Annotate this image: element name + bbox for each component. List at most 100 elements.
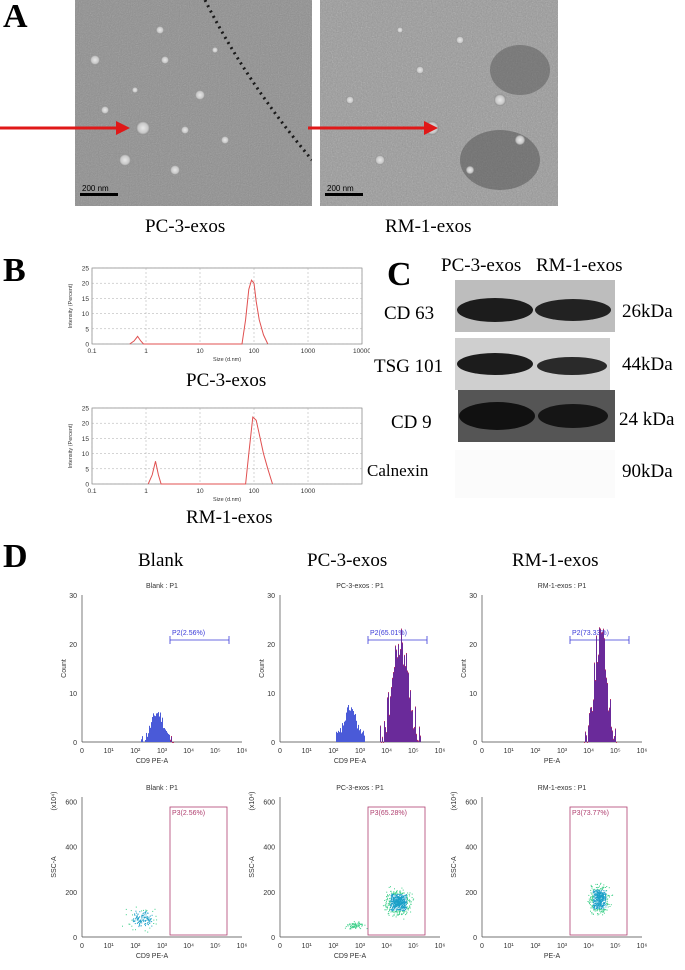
histogram-outline <box>595 680 596 682</box>
histogram-outline <box>416 733 417 735</box>
scatter-point <box>598 895 600 896</box>
histogram-bar <box>386 732 387 742</box>
y-axis-unit: (x10⁴) <box>451 792 458 811</box>
scatter-point <box>601 909 603 911</box>
scatter-point <box>393 902 395 904</box>
scatter-point <box>604 894 606 896</box>
scatter-point <box>602 897 604 899</box>
gate-box <box>367 806 426 936</box>
scatter-point <box>591 899 593 900</box>
scatter-point <box>599 899 601 901</box>
scatter-point <box>389 909 391 911</box>
scatter-point <box>384 904 386 906</box>
histogram-bar <box>406 652 407 742</box>
scatter-point <box>590 884 592 886</box>
scatter-point <box>605 895 606 897</box>
scatter-point <box>596 895 598 897</box>
scatter-point <box>137 913 139 915</box>
histogram-bar <box>354 714 355 742</box>
scatter-point <box>146 916 148 918</box>
scatter-point <box>596 894 598 896</box>
histogram-outline <box>387 697 388 699</box>
scatter-point <box>602 888 604 890</box>
scatter-point <box>603 886 605 888</box>
scatter-point <box>397 914 399 916</box>
scatter-point <box>593 891 595 893</box>
scatter-point <box>145 916 147 918</box>
scatter-point <box>603 898 604 900</box>
scatter-point <box>387 898 389 900</box>
scatter-point <box>600 883 601 885</box>
histogram-outline <box>588 725 589 727</box>
scatter-point <box>404 896 406 898</box>
scatter-point <box>597 897 599 899</box>
scatter-point <box>601 896 602 898</box>
wb-weight-cd63: 26kDa <box>622 301 673 322</box>
scatter-point <box>394 888 395 890</box>
scatter-point <box>588 894 590 896</box>
histogram-bar <box>614 736 615 742</box>
scatter-point <box>392 895 394 896</box>
scatter-point <box>398 906 400 908</box>
scatter-point <box>398 913 400 915</box>
scatter-point <box>404 901 405 903</box>
histogram-bar <box>601 632 602 742</box>
scatter-point <box>595 899 597 901</box>
scatter-point <box>597 886 599 888</box>
y-tick-label: 15 <box>82 436 90 443</box>
histogram-bar <box>590 707 591 742</box>
scatter-point <box>394 893 395 895</box>
scatter-point <box>353 923 355 925</box>
wb-protein-calnexin: Calnexin <box>367 461 429 480</box>
histogram-bar <box>342 723 343 742</box>
scatter-point <box>601 896 603 898</box>
scatter-point <box>393 906 395 908</box>
scatter-point <box>412 899 414 901</box>
scatter-point <box>402 906 404 908</box>
x-tick-label: 1000 <box>301 488 316 495</box>
scatter-point <box>393 906 395 908</box>
histogram-bar <box>606 677 607 742</box>
scatter-point <box>600 901 602 903</box>
scatter-point <box>403 903 405 905</box>
scatter-point <box>139 922 141 924</box>
scatter-point <box>395 901 397 903</box>
scatter-point <box>137 918 139 920</box>
scatter-point <box>389 907 391 909</box>
scatter-point <box>590 897 592 899</box>
scatter-point <box>391 910 393 912</box>
y-tick-label: 0 <box>473 935 477 942</box>
histogram-outline <box>420 735 421 737</box>
scatter-point <box>591 905 593 907</box>
scatter-point <box>593 894 595 896</box>
x-tick-label: 10⁴ <box>183 943 194 950</box>
histogram-bar <box>142 736 143 742</box>
scatter-point <box>394 912 396 914</box>
scatter-point <box>139 919 141 921</box>
scatter-point <box>601 888 603 890</box>
gate-label: P2(65.01%) <box>370 630 407 637</box>
scatter-point <box>594 909 596 911</box>
scatter-point <box>600 897 602 899</box>
histogram-bar <box>154 715 155 742</box>
scatter-point <box>386 907 388 908</box>
scatter-point <box>133 918 135 920</box>
scatter-point <box>135 917 137 919</box>
scatter-point <box>389 902 391 904</box>
scatter-point <box>602 894 604 896</box>
scatter-point <box>390 902 392 904</box>
panel-b-letter: B <box>3 252 26 289</box>
scatter-point <box>390 909 392 911</box>
scatter-point <box>600 894 602 896</box>
scatter-point <box>391 897 393 898</box>
scatter-point <box>397 914 399 915</box>
scatter-point <box>145 914 147 916</box>
scatter-point <box>595 905 596 906</box>
scatter-point <box>358 924 360 926</box>
histogram-bar <box>355 713 356 742</box>
scatter-point <box>405 908 407 910</box>
y-tick-label: 0 <box>73 740 77 747</box>
scatter-point <box>604 898 606 900</box>
scatter-point <box>599 904 601 906</box>
scatter-point <box>607 906 609 908</box>
